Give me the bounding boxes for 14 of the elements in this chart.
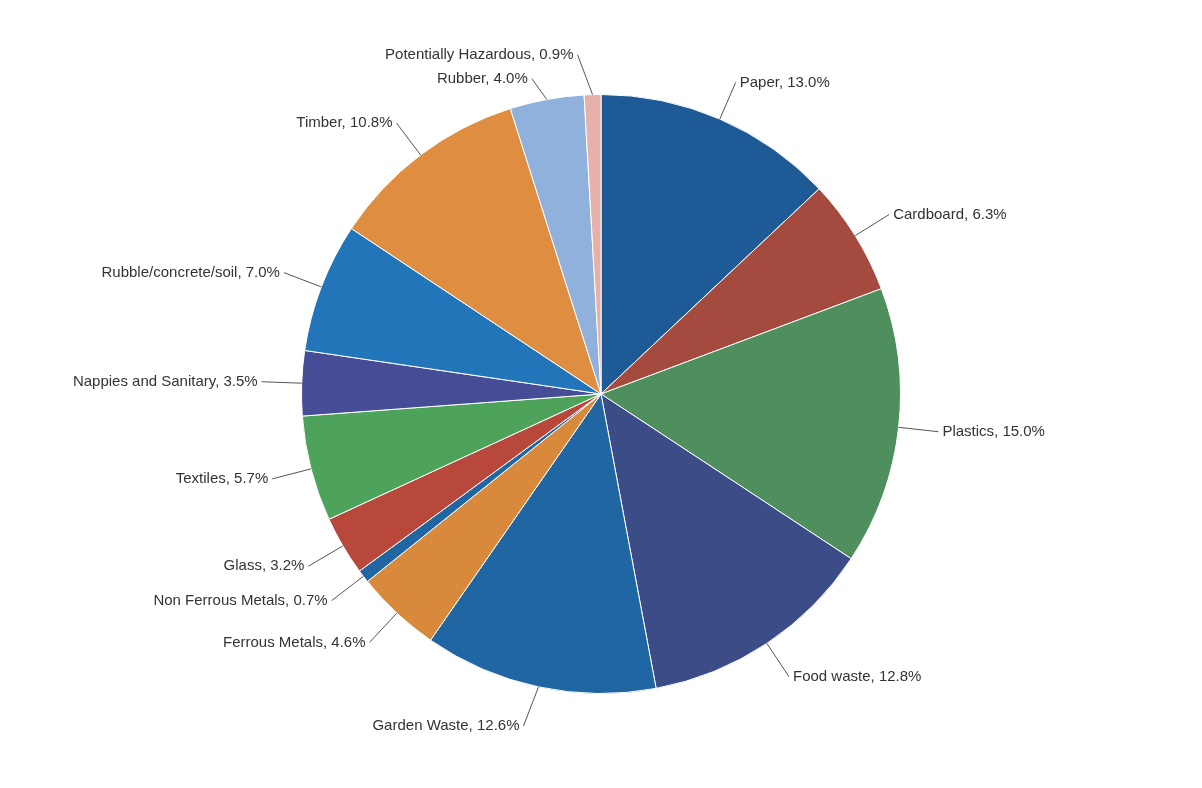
slice-label: Glass, 3.2% xyxy=(223,556,305,574)
slice-label: Nappies and Sanitary, 3.5% xyxy=(72,371,258,389)
slice-label: Garden Waste, 12.6% xyxy=(372,716,520,734)
slice-label: Potentially Hazardous, 0.9% xyxy=(385,44,574,62)
slice-label: Plastics, 15.0% xyxy=(942,421,1045,439)
slice-label: Non Ferrous Metals, 0.7% xyxy=(153,590,328,608)
slice-label: Textiles, 5.7% xyxy=(175,469,269,486)
slice-label: Paper, 13.0% xyxy=(739,72,830,90)
slice-label: Rubble/concrete/soil, 7.0% xyxy=(101,262,280,280)
slice-label: Timber, 10.8% xyxy=(296,113,393,131)
slice-label: Cardboard, 6.3% xyxy=(893,204,1007,222)
slice-label: Rubber, 4.0% xyxy=(436,68,528,86)
slice-label: Food waste, 12.8% xyxy=(793,666,922,684)
slice-label: Ferrous Metals, 4.6% xyxy=(223,632,366,650)
